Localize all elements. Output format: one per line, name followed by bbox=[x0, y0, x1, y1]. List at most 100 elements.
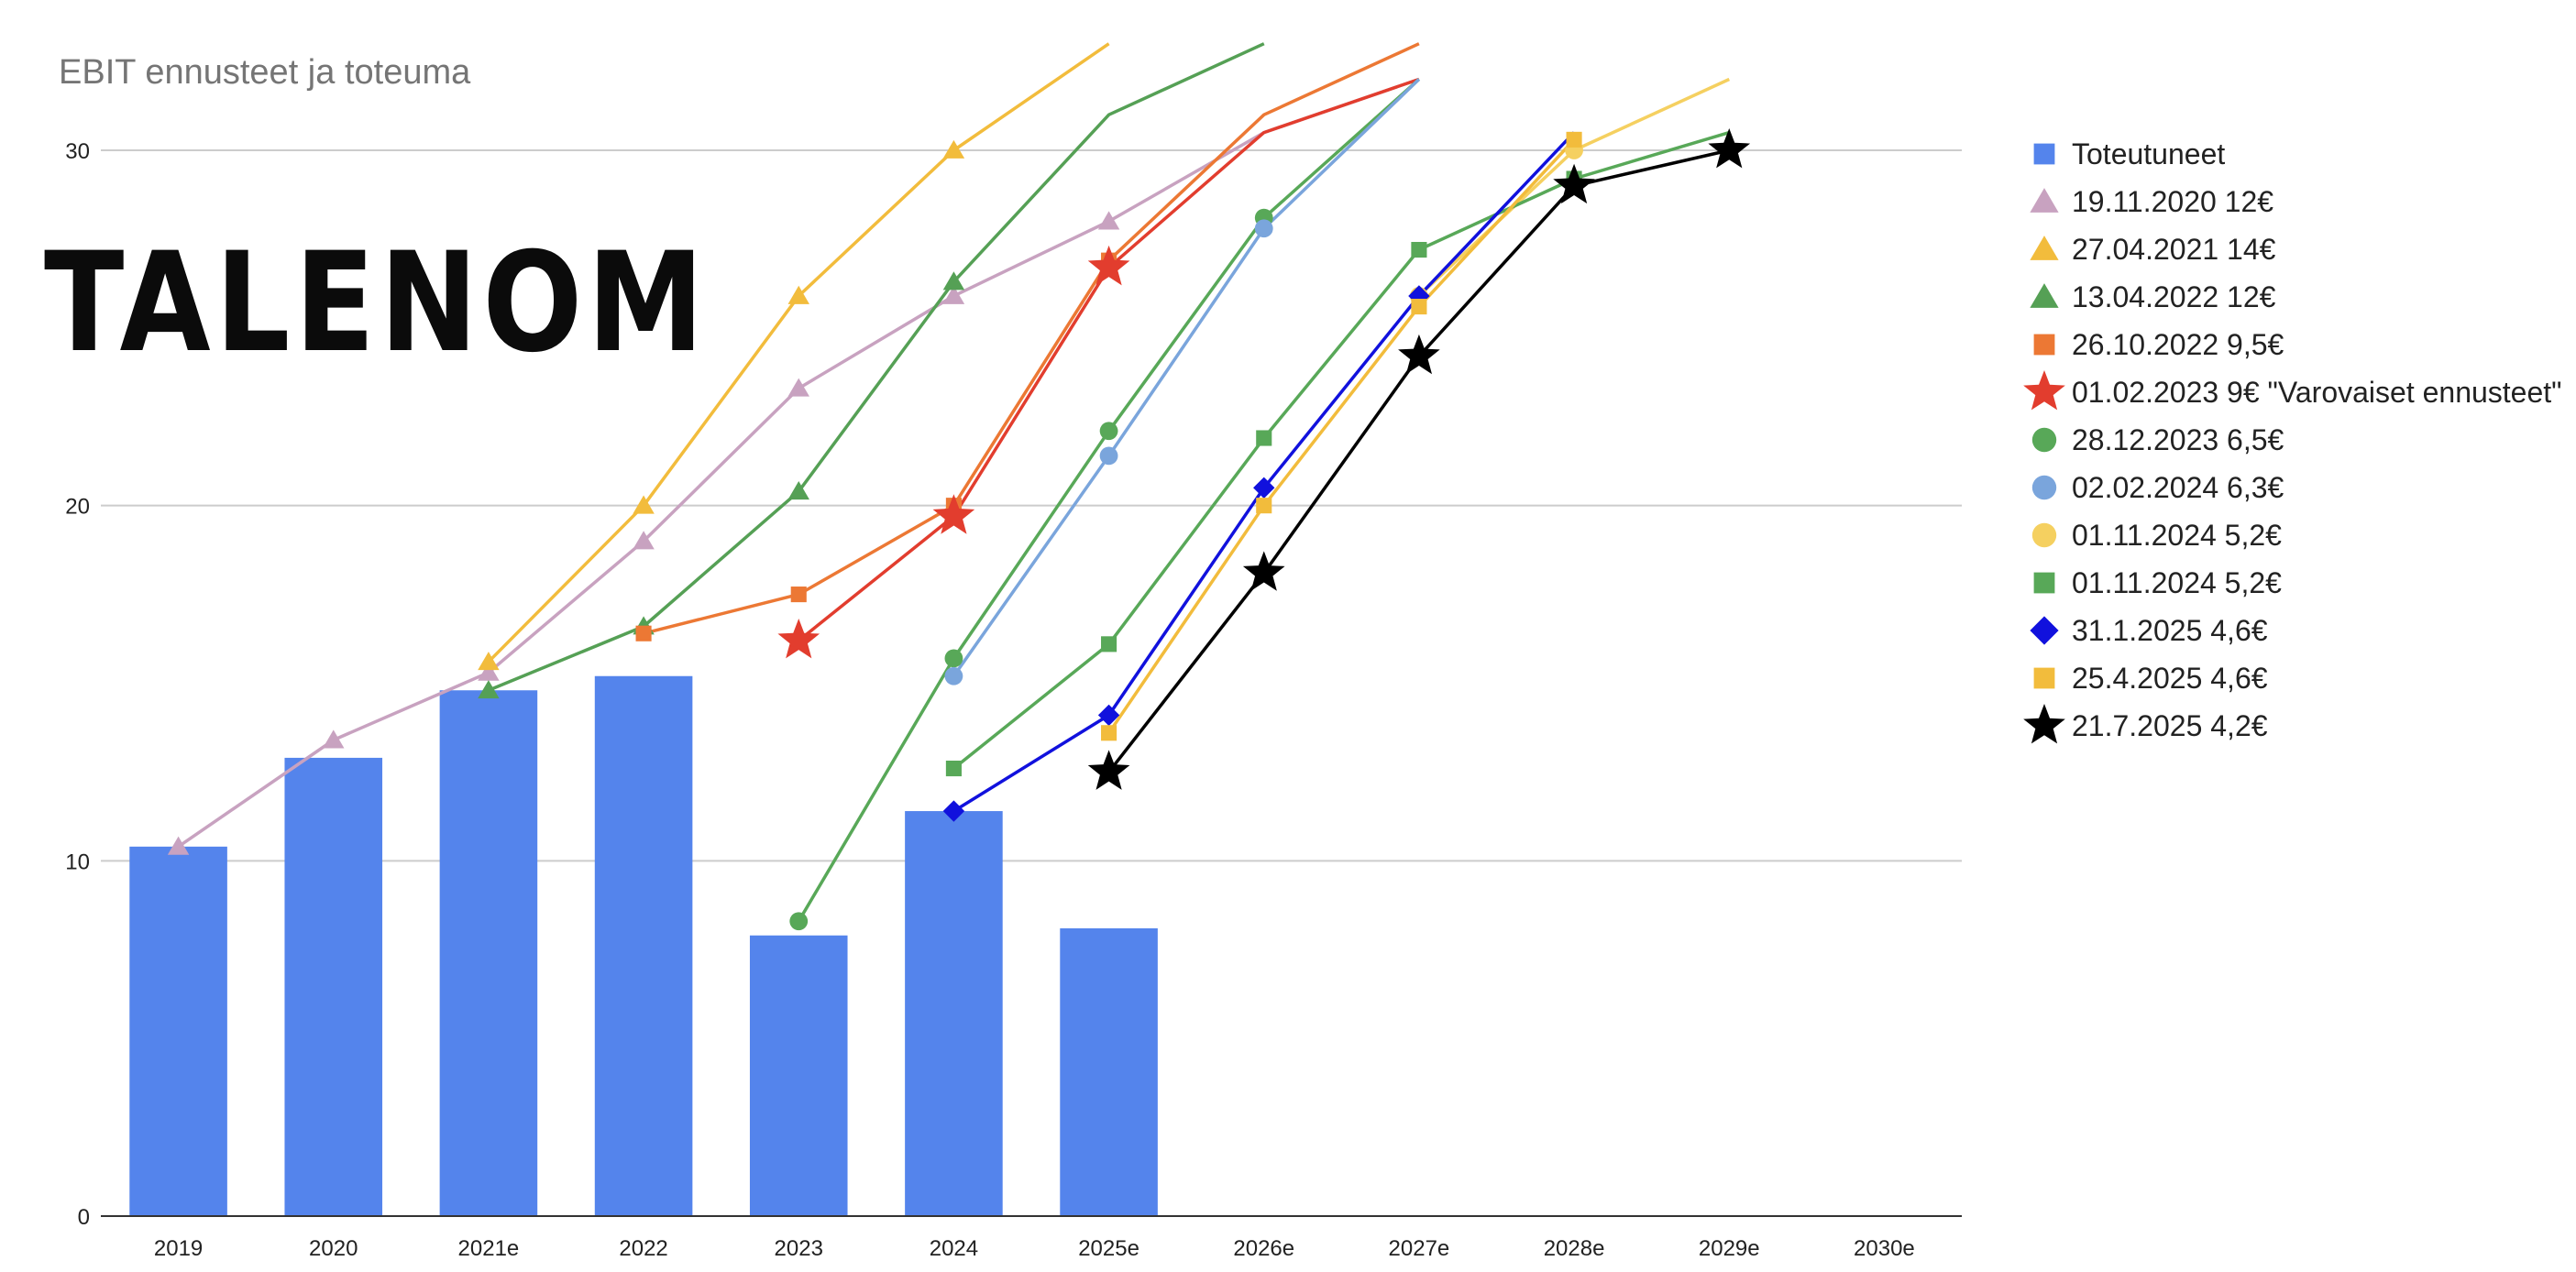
legend-item-10: 31.1.2025 4,6€ bbox=[2030, 614, 2268, 647]
legend-marker-3 bbox=[2030, 283, 2059, 308]
legend-marker-4 bbox=[2033, 334, 2055, 356]
series-12-point bbox=[1708, 128, 1751, 169]
x-tick-label: 2026e bbox=[1233, 1236, 1294, 1261]
y-tick-label: 30 bbox=[65, 139, 90, 164]
legend-label: 28.12.2023 6,5€ bbox=[2072, 423, 2284, 456]
forecast-lines bbox=[177, 42, 1731, 923]
series-7-point bbox=[1099, 446, 1118, 466]
legend-label: 21.7.2025 4,2€ bbox=[2072, 709, 2268, 742]
series-1-point bbox=[942, 285, 965, 304]
legend-marker-7 bbox=[2031, 475, 2057, 500]
legend-marker-1 bbox=[2030, 188, 2059, 213]
series-12-point bbox=[1087, 750, 1130, 790]
legend-label: 27.04.2021 14€ bbox=[2072, 233, 2276, 266]
series-4-point bbox=[790, 587, 807, 603]
series-line-4 bbox=[643, 42, 1420, 635]
legend-marker-11 bbox=[2033, 667, 2055, 689]
legend-marker-10 bbox=[2030, 616, 2059, 645]
legend-label: 26.10.2022 9,5€ bbox=[2072, 328, 2284, 361]
y-tick-label: 10 bbox=[65, 850, 90, 874]
legend-marker-9 bbox=[2033, 572, 2055, 594]
legend-label: 19.11.2020 12€ bbox=[2072, 185, 2273, 218]
series-9-point bbox=[1256, 430, 1272, 446]
series-11-point bbox=[1411, 299, 1427, 315]
legend-item-6: 28.12.2023 6,5€ bbox=[2031, 423, 2284, 456]
series-5-point bbox=[777, 618, 820, 659]
series-line-6 bbox=[797, 78, 1421, 923]
legend-label: 31.1.2025 4,6€ bbox=[2072, 614, 2268, 647]
series-11-point bbox=[1256, 498, 1272, 514]
bar-2020 bbox=[284, 757, 383, 1216]
legend-label: 01.02.2023 9€ "Varovaiset ennusteet" bbox=[2072, 376, 2562, 409]
series-9-point bbox=[1411, 241, 1427, 258]
bar-2021e bbox=[439, 690, 538, 1216]
series-10-point bbox=[942, 800, 965, 822]
series-11-point bbox=[1101, 725, 1117, 741]
legend-item-0: Toteutuneet bbox=[2033, 137, 2225, 170]
legend-item-2: 27.04.2021 14€ bbox=[2030, 233, 2276, 266]
series-12-point bbox=[1553, 163, 1595, 204]
series-3-point bbox=[787, 481, 809, 500]
axes: 0 10 20 30 2019 2020 2021e 2022 2023 2024 2025e 202… bbox=[65, 139, 1962, 1261]
x-tick-label: 2024 bbox=[930, 1236, 978, 1261]
series-10-point bbox=[1097, 704, 1120, 727]
bar-2025e bbox=[1060, 927, 1158, 1216]
series-12-point bbox=[1242, 551, 1285, 591]
series-10-point bbox=[1253, 477, 1275, 499]
series-6-point bbox=[789, 912, 809, 931]
logo-text: TALENOM bbox=[44, 224, 709, 383]
x-tick-label: 2019 bbox=[154, 1236, 203, 1261]
series-1-point bbox=[1097, 211, 1120, 230]
chart-title: EBIT ennusteet ja toteuma bbox=[59, 53, 471, 92]
x-tick-label: 2027e bbox=[1389, 1236, 1450, 1261]
bar-2019 bbox=[129, 846, 227, 1216]
grid-lines bbox=[101, 149, 1962, 862]
bar-2023 bbox=[749, 935, 848, 1216]
x-tick-label: 2028e bbox=[1544, 1236, 1605, 1261]
series-9-point bbox=[1101, 636, 1117, 652]
series-line-11 bbox=[1107, 138, 1576, 734]
series-line-7 bbox=[952, 78, 1421, 677]
series-6-point bbox=[944, 649, 963, 668]
legend-item-5: 01.02.2023 9€ "Varovaiset ennusteet" bbox=[2023, 370, 2562, 411]
series-7-point bbox=[1254, 219, 1273, 238]
series-2-point bbox=[478, 652, 500, 671]
legend-label: 02.02.2024 6,3€ bbox=[2072, 471, 2284, 504]
legend-label: 01.11.2024 5,2€ bbox=[2072, 519, 2282, 552]
x-tick-label: 2025e bbox=[1078, 1236, 1139, 1261]
legend-item-7: 02.02.2024 6,3€ bbox=[2031, 471, 2284, 504]
series-1-point bbox=[633, 531, 655, 550]
legend: Toteutuneet 19.11.2020 12€ 27.04.2021 14€ 1… bbox=[2023, 137, 2562, 744]
legend-item-1: 19.11.2020 12€ bbox=[2030, 185, 2273, 218]
bar-2022 bbox=[594, 675, 693, 1216]
series-1-point bbox=[323, 729, 345, 749]
legend-item-12: 21.7.2025 4,2€ bbox=[2023, 704, 2268, 744]
legend-marker-6 bbox=[2031, 427, 2057, 453]
legend-marker-2 bbox=[2030, 236, 2059, 260]
series-9-point bbox=[945, 760, 962, 777]
bar-2024 bbox=[905, 811, 1003, 1216]
series-1-point bbox=[478, 662, 500, 681]
legend-label: 13.04.2022 12€ bbox=[2072, 280, 2276, 313]
legend-item-8: 01.11.2024 5,2€ bbox=[2031, 519, 2282, 552]
series-line-1 bbox=[177, 77, 1420, 849]
x-tick-label: 2023 bbox=[775, 1236, 823, 1261]
series-7-point bbox=[944, 666, 963, 685]
legend-marker-5 bbox=[2023, 370, 2065, 411]
x-tick-label: 2021e bbox=[458, 1236, 520, 1261]
series-2-point bbox=[942, 139, 965, 159]
y-tick-label: 0 bbox=[78, 1205, 90, 1230]
legend-marker-12 bbox=[2023, 704, 2065, 744]
x-tick-label: 2020 bbox=[309, 1236, 358, 1261]
series-1-point bbox=[167, 836, 190, 855]
x-tick-label: 2022 bbox=[619, 1236, 667, 1261]
legend-label: Toteutuneet bbox=[2072, 137, 2225, 170]
legend-marker-8 bbox=[2031, 522, 2057, 548]
forecast-markers bbox=[167, 128, 1751, 931]
legend-item-9: 01.11.2024 5,2€ bbox=[2033, 566, 2282, 599]
legend-label: 25.4.2025 4,6€ bbox=[2072, 662, 2268, 695]
series-line-9 bbox=[952, 130, 1730, 770]
series-1-point bbox=[787, 378, 809, 397]
series-3-point bbox=[942, 271, 965, 291]
